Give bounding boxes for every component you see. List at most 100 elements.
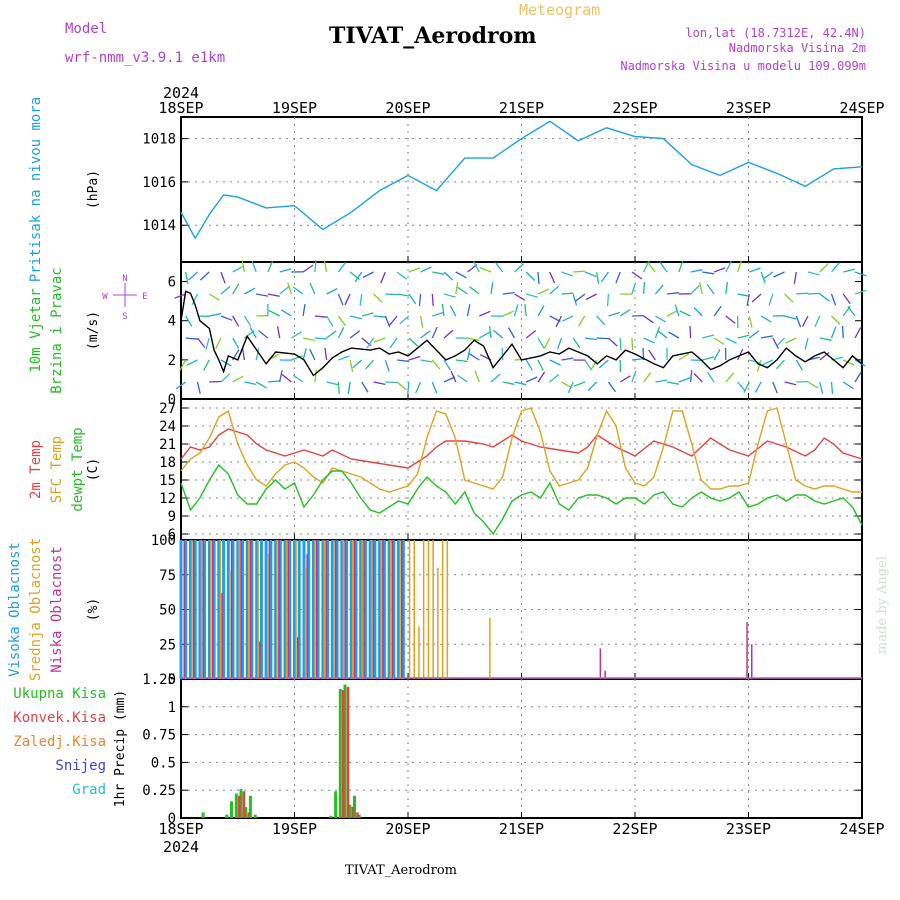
high-cloud-bar [278, 540, 282, 679]
wind-arrow [807, 381, 819, 389]
wind-arrow [267, 260, 274, 273]
mid-cloud-bar [432, 540, 434, 679]
wind-arrow [549, 285, 560, 295]
day-label-bottom: 23SEP [726, 820, 771, 838]
low-cloud-bar [315, 540, 318, 679]
low-cloud-bar [287, 540, 289, 679]
low-cloud-bar [278, 540, 280, 679]
lonlat-label: lon,lat (18.7312E, 42.4N) [685, 26, 866, 40]
wind-speed-line [180, 290, 863, 377]
wind-arrow [773, 271, 785, 278]
mid-cloud-bar [304, 567, 307, 679]
wind-arrow [490, 373, 501, 383]
day-label-bottom: 20SEP [385, 820, 430, 838]
wind-arrow [831, 262, 840, 273]
wind-arrow [362, 271, 374, 279]
model-name: wrf-nmm_v3.9.1 e1km [65, 50, 225, 66]
wind-arrow [267, 293, 280, 297]
wind-arrow [584, 337, 597, 341]
wind-arrow [196, 337, 206, 348]
wind-arrow [831, 315, 841, 325]
wind-arrow [467, 337, 480, 342]
convective-precip-bar [247, 812, 250, 818]
y-tick-label: 18 [159, 455, 176, 471]
wind-arrow [608, 311, 621, 317]
high-cloud-bar [241, 540, 244, 679]
high-cloud-bar [179, 540, 183, 679]
wind-arrow [241, 348, 246, 361]
precip-legend-label: Grad [72, 782, 106, 798]
total-precip-bar [253, 814, 257, 818]
wind-arrow [668, 331, 680, 339]
wind-arrow [537, 271, 540, 285]
wind-arrow [631, 370, 637, 383]
wind-arrow [537, 305, 545, 317]
wind-arrow [337, 381, 340, 395]
wind-arrow [743, 381, 750, 393]
day-label-top: 18SEP [158, 99, 203, 117]
mid-cloud-bar [248, 540, 250, 679]
wind-arrow [600, 271, 609, 283]
convective-precip-bar [342, 690, 345, 818]
high-cloud-bar [293, 540, 296, 679]
wind-arrow [291, 355, 303, 361]
wind-arrow [443, 376, 456, 383]
wind-arrow [713, 349, 721, 361]
convective-precip-bar [351, 806, 354, 818]
high-cloud-bar [316, 540, 320, 679]
high-cloud-bar [245, 540, 249, 679]
wind-arrow [365, 359, 375, 370]
wind-arrow [337, 315, 347, 327]
total-precip-bar [234, 793, 238, 818]
total-precip-bar [225, 814, 229, 818]
total-precip-bar [201, 812, 205, 818]
high-cloud-bar [330, 540, 334, 679]
wind-arrow [502, 310, 514, 317]
wind-arrow [338, 355, 350, 361]
wind-arrow [537, 288, 550, 295]
mid-cloud-bar [266, 553, 269, 679]
total-precip-bar [334, 791, 338, 818]
wind-arrow [693, 306, 703, 317]
wind-arrow [220, 373, 231, 383]
model-elevation-label: Nadmorska Visina u modelu 109.099m [620, 59, 866, 73]
wind-arrow [244, 287, 256, 295]
compass-north-label: N [122, 274, 127, 284]
total-precip-bar [343, 684, 347, 818]
wind-arrow [562, 315, 574, 322]
low-cloud-bar [751, 644, 753, 680]
wind-arrow [443, 293, 456, 298]
y-tick-label: 1018 [142, 132, 176, 148]
high-cloud-bar [382, 540, 386, 679]
wind-arrow [408, 337, 419, 347]
year-top: 2024 [163, 84, 199, 102]
wind-arrow [619, 375, 631, 383]
precipitation-frame [180, 678, 863, 819]
wind-arrow [678, 377, 691, 383]
y-tick-label: 6 [168, 275, 176, 291]
high-cloud-bar [359, 540, 363, 679]
low-cloud-bar [268, 540, 271, 679]
low-cloud-bar [599, 648, 602, 679]
wind-frame [180, 261, 863, 400]
wind-arrow [220, 271, 226, 284]
wind-arrow [324, 348, 328, 361]
convective-precip-bar [242, 791, 246, 818]
wind-arrow [208, 293, 220, 301]
wind-arrow [174, 293, 186, 299]
wind-arrow [587, 381, 598, 392]
wind-arrow [725, 282, 729, 295]
mid-cloud-bar [408, 540, 411, 679]
wind-arrow [647, 262, 656, 273]
low-cloud-bar [192, 540, 195, 679]
high-cloud-bar [269, 540, 273, 679]
wind-arrow [801, 315, 809, 327]
wind-arrow [232, 265, 244, 273]
day-label-top: 23SEP [726, 99, 771, 117]
wind-panel: 0 2 4 6 (m/s) 10m Vjetar Brzina i Pravac [28, 261, 863, 408]
wind-arrow [455, 359, 468, 363]
wind-arrow [784, 381, 797, 386]
wind-arrow [279, 285, 290, 295]
mid-cloud-bar [257, 540, 259, 679]
high-cloud-bar [207, 540, 211, 679]
